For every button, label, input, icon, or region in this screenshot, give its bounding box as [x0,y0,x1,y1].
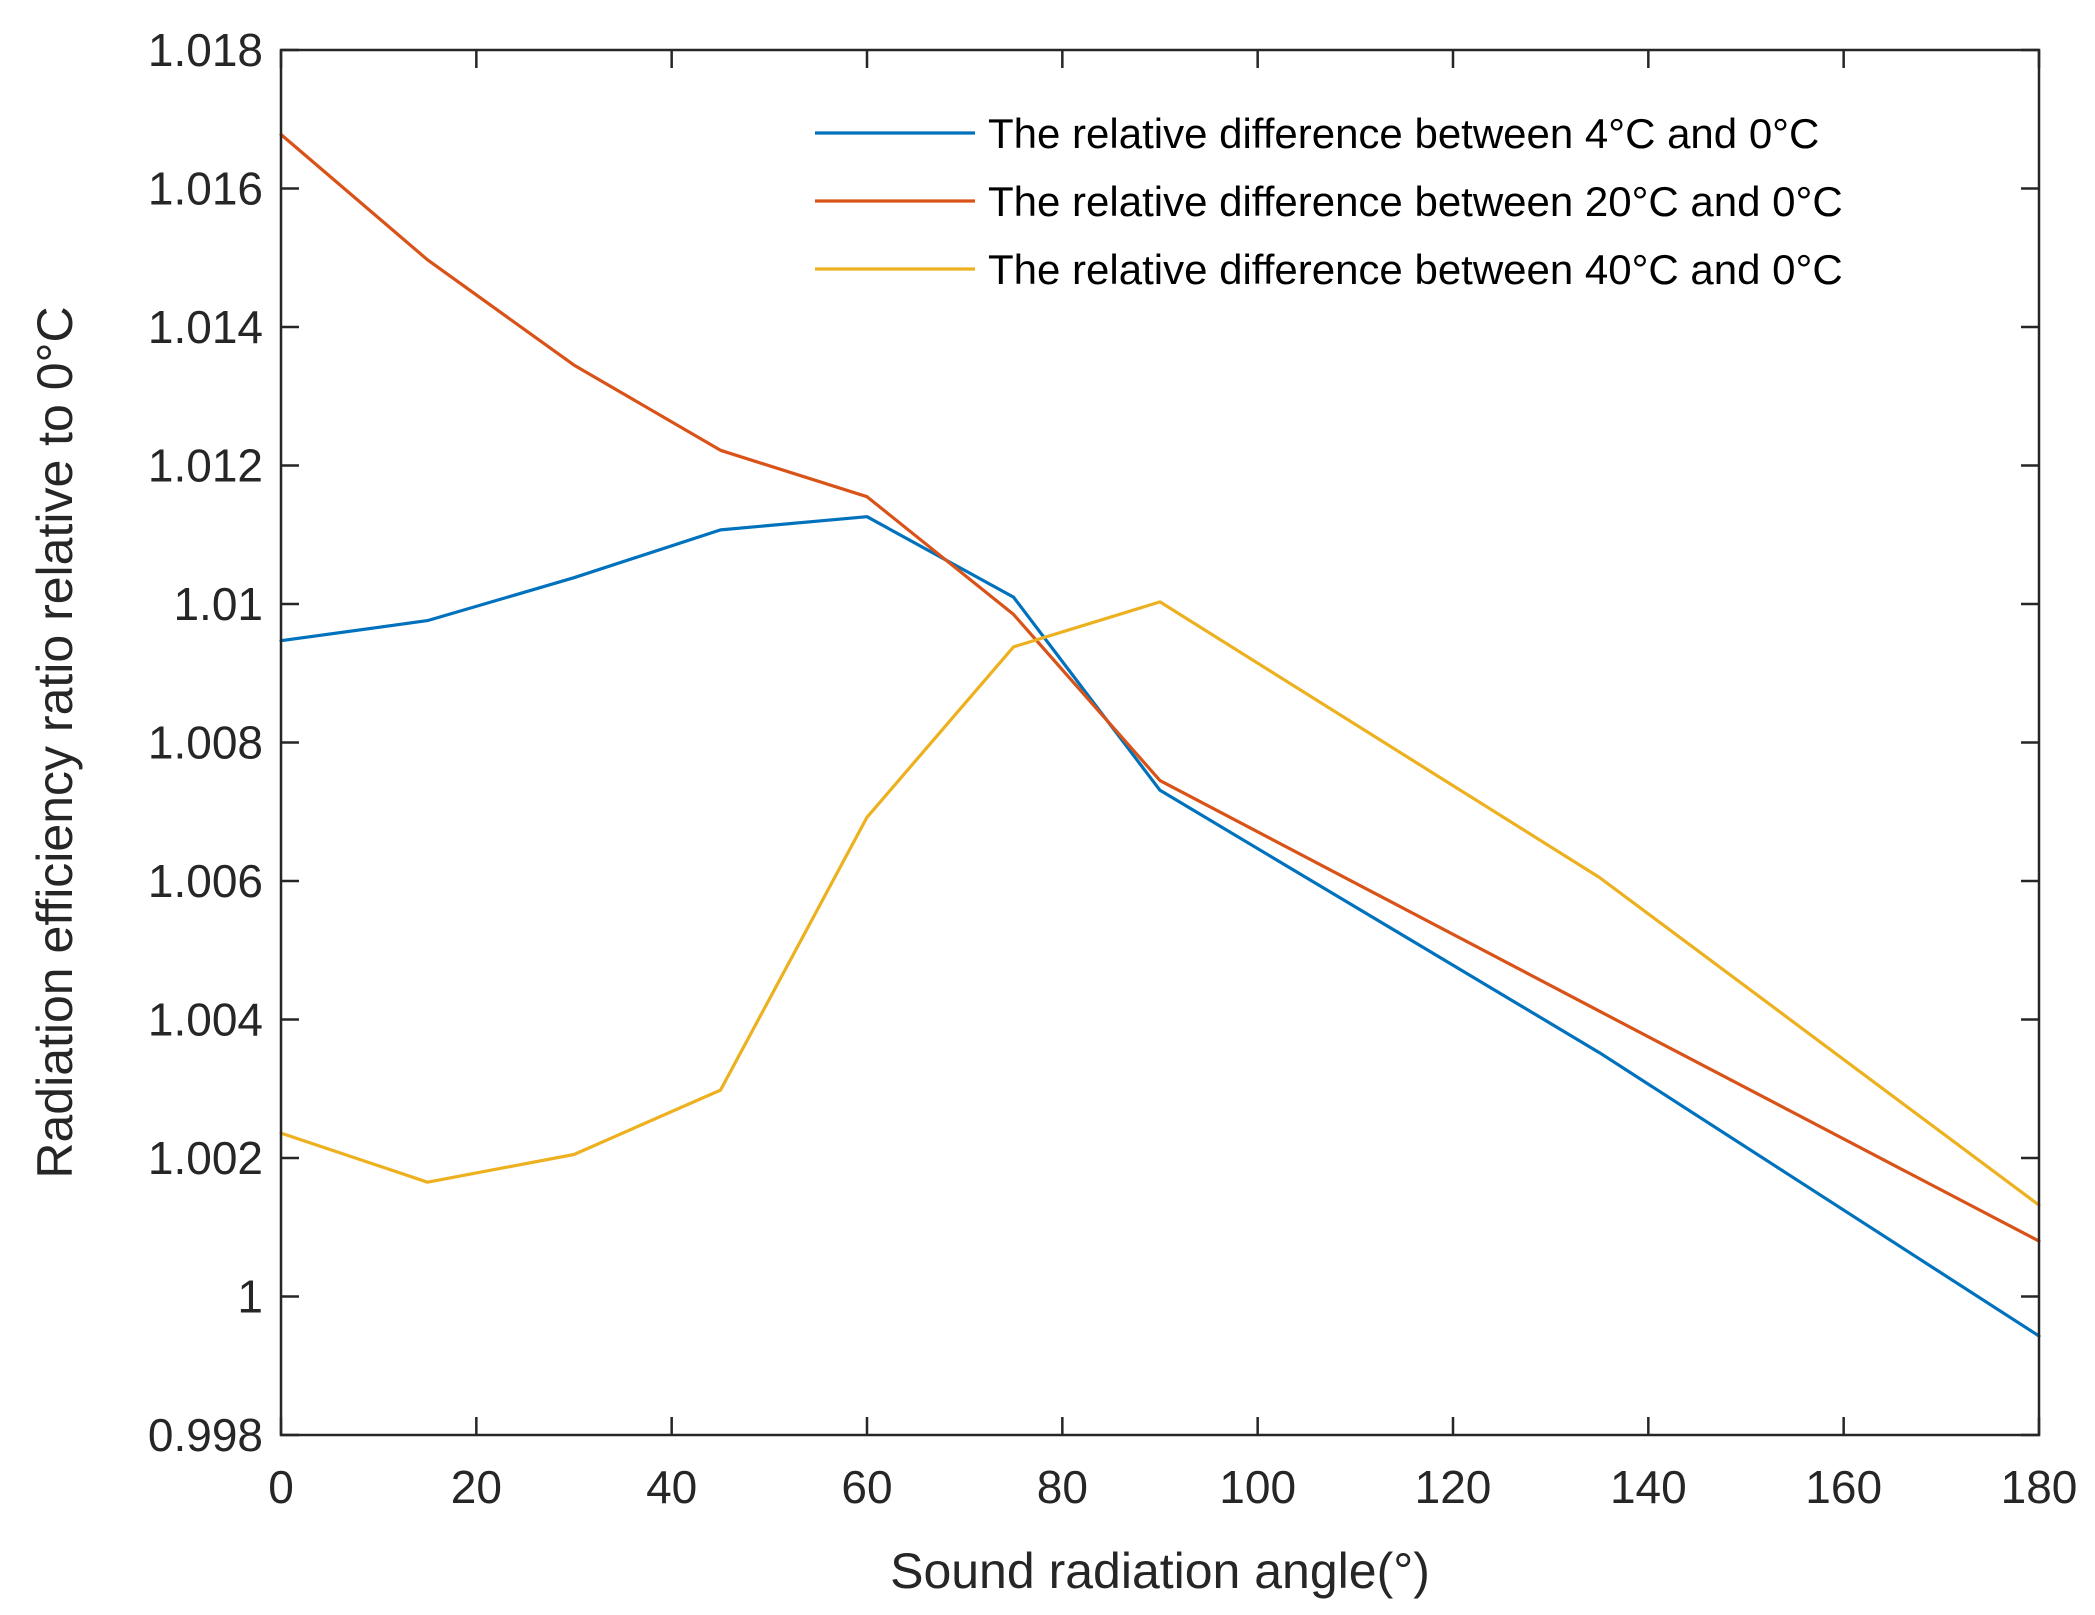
x-tick-label: 140 [1610,1461,1687,1513]
x-tick-label: 120 [1415,1461,1492,1513]
x-axis: 0 20 40 60 80 100 120 140 160 180 [268,50,2077,1513]
y-tick-label: 1.014 [148,301,263,353]
y-axis: 0.998 1 1.002 1.004 1.006 1.008 1.01 1.012 1.014… [148,24,2039,1461]
y-axis-title: Radiation efficiency ratio relative to 0… [27,306,83,1178]
legend-label-1: The relative difference between 4°C and … [988,110,1819,157]
y-tick-label: 1.012 [148,440,263,492]
y-tick-label: 1 [237,1271,263,1323]
y-tick-label: 1.002 [148,1132,263,1184]
x-axis-title: Sound radiation angle(°) [890,1543,1430,1599]
y-tick-label: 1.01 [173,578,263,630]
x-tick-label: 20 [451,1461,502,1513]
series-layer [279,132,2041,1338]
x-tick-label: 40 [646,1461,697,1513]
x-tick-label: 0 [268,1461,294,1513]
x-tick-label: 160 [1805,1461,1882,1513]
y-tick-label: 1.004 [148,994,263,1046]
x-tick-label: 100 [1219,1461,1296,1513]
x-tick-label: 60 [841,1461,892,1513]
series-line-3 [279,600,2041,1207]
series-line-1 [279,515,2041,1338]
series-line-2 [279,132,2041,1243]
y-tick-label: 0.998 [148,1409,263,1461]
y-tick-label: 1.018 [148,24,263,76]
legend-label-3: The relative difference between 40°C and… [988,246,1843,293]
y-tick-label: 1.016 [148,163,263,215]
legend-label-2: The relative difference between 20°C and… [988,178,1843,225]
x-tick-label: 80 [1037,1461,1088,1513]
x-tick-label: 180 [2001,1461,2078,1513]
y-tick-label: 1.008 [148,717,263,769]
legend: The relative difference between 4°C and … [815,110,1843,293]
y-tick-label: 1.006 [148,855,263,907]
